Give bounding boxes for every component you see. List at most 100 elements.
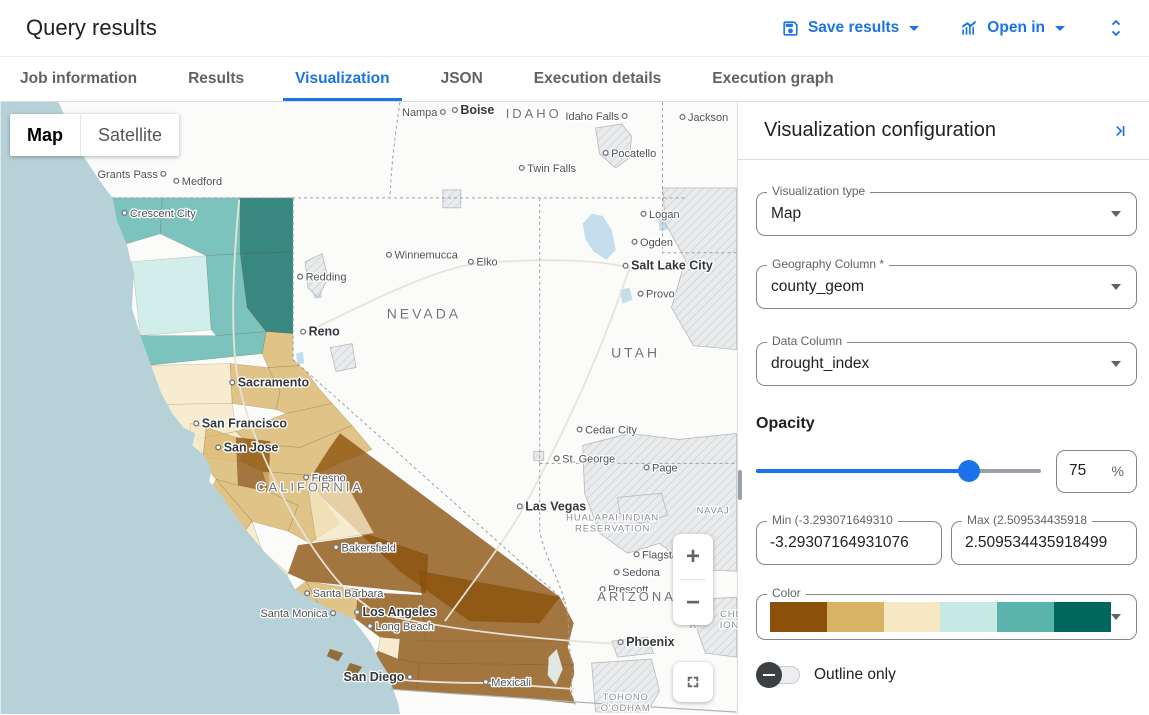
results-header: Query results Save results Open in xyxy=(0,0,1149,57)
visualization-type-select[interactable]: Visualization type Map xyxy=(756,184,1137,236)
map-city-label: Las Vegas xyxy=(525,499,586,513)
dropdown-arrow-icon xyxy=(1111,211,1121,217)
city-dot xyxy=(643,464,650,471)
map-city-label: Twin Falls xyxy=(527,163,576,175)
visualization-config-panel: Visualization configuration Visualizatio… xyxy=(737,102,1149,714)
map-type-map-button[interactable]: Map xyxy=(10,114,80,156)
map-zoom-control: + − xyxy=(673,534,713,625)
map-canvas[interactable]: Nampa Boise Idaho Falls Jackson Pocatello Twi… xyxy=(0,102,737,714)
opacity-section-title: Opacity xyxy=(756,415,815,432)
city-dot xyxy=(297,273,304,280)
map-city-label: Medford xyxy=(182,176,222,188)
map-area-label: HUALAPAI INDIAN xyxy=(566,512,659,523)
city-dot xyxy=(621,112,628,120)
zoom-out-button[interactable]: − xyxy=(673,580,713,625)
tab-json[interactable]: JSON xyxy=(440,70,483,87)
city-dot xyxy=(679,113,686,121)
color-swatch xyxy=(826,602,884,632)
panel-collapse-icon[interactable] xyxy=(1109,121,1129,141)
map-city-label: Bakersfield xyxy=(342,542,396,554)
open-in-button[interactable]: Open in xyxy=(959,18,1065,38)
map-city-label: Reno xyxy=(309,325,341,339)
city-dot xyxy=(633,551,640,558)
reservation-areas xyxy=(304,123,737,713)
fullscreen-icon xyxy=(687,676,699,688)
save-results-button[interactable]: Save results xyxy=(781,19,920,38)
results-tabbar: Job information Results Visualization JS… xyxy=(0,57,1149,102)
county-polygon xyxy=(305,475,375,542)
divider xyxy=(680,579,706,580)
min-input[interactable] xyxy=(757,534,941,552)
max-input[interactable] xyxy=(952,534,1136,552)
map-city-label: San Jose xyxy=(224,440,279,454)
geography-column-select[interactable]: Geography Column * county_geom xyxy=(756,257,1137,309)
city-dot xyxy=(366,623,374,630)
map-area-label: ION xyxy=(720,620,737,631)
map-city-label: Prescott xyxy=(608,584,648,596)
city-dot xyxy=(467,258,474,265)
color-gradient-swatches xyxy=(770,602,1111,632)
map-area-label: NAVAJ xyxy=(696,505,729,516)
opacity-input[interactable] xyxy=(1069,462,1099,480)
min-field: Min (-3.293071649310 xyxy=(756,513,942,565)
tab-visualization[interactable]: Visualization xyxy=(283,57,402,101)
outline-only-label: Outline only xyxy=(814,666,896,683)
city-dot xyxy=(330,610,337,617)
data-column-select[interactable]: Data Column drought_index xyxy=(756,334,1137,386)
max-field: Max (2.509534435918 xyxy=(951,513,1137,565)
map-city-label: Redding xyxy=(306,272,347,284)
caret-down-icon xyxy=(1055,25,1065,31)
city-dot xyxy=(303,474,310,481)
city-dot xyxy=(622,262,629,269)
city-dot xyxy=(121,209,128,216)
pacific-ocean xyxy=(0,102,400,714)
city-dot xyxy=(602,149,609,156)
map-city-label: Salt Lake City xyxy=(631,259,713,273)
toggle-thumb-minus-icon xyxy=(756,662,782,688)
tab-results[interactable]: Results xyxy=(188,70,245,87)
dropdown-arrow-icon xyxy=(1111,361,1121,367)
city-dot xyxy=(599,586,606,593)
city-dot xyxy=(613,569,620,576)
tab-execution-graph[interactable]: Execution graph xyxy=(712,70,834,87)
color-select[interactable]: Color xyxy=(756,586,1137,640)
city-dot xyxy=(553,455,560,462)
tab-execution-details[interactable]: Execution details xyxy=(533,70,662,87)
color-swatch xyxy=(770,602,827,632)
fullscreen-button[interactable] xyxy=(673,662,713,702)
map-area-label: R xyxy=(690,620,698,631)
county-polygon xyxy=(131,255,212,336)
mexico-border xyxy=(389,688,737,713)
city-dot xyxy=(160,170,167,177)
color-swatch xyxy=(997,602,1055,632)
map-area-label: CHI xyxy=(720,609,737,620)
panel-title: Visualization configuration xyxy=(764,119,997,141)
map-city-label: Ogden xyxy=(640,237,673,249)
map-type-satellite-button[interactable]: Satellite xyxy=(80,114,179,156)
dropdown-arrow-icon xyxy=(1111,284,1121,290)
county-polygon xyxy=(397,638,574,666)
map-city-label: Grants Pass xyxy=(97,169,158,181)
city-dot xyxy=(385,251,393,258)
map-city-label: Pocatello xyxy=(611,148,656,160)
color-swatch xyxy=(883,602,941,632)
city-dot xyxy=(193,420,200,427)
map-city-label: Crescent City xyxy=(130,208,196,220)
expand-collapse-icon[interactable] xyxy=(1105,17,1127,39)
map-state-label: UTAH xyxy=(611,345,660,361)
tab-job-information[interactable]: Job information xyxy=(20,70,138,87)
zoom-in-button[interactable]: + xyxy=(673,534,713,579)
outline-only-toggle[interactable] xyxy=(756,662,802,688)
panel-scrollbar-thumb[interactable] xyxy=(738,470,742,500)
city-dot xyxy=(451,106,458,114)
city-dot xyxy=(617,639,624,646)
save-icon xyxy=(781,19,800,38)
opacity-slider[interactable] xyxy=(756,449,1041,493)
map-state-label: IDAHO xyxy=(506,106,562,121)
opacity-slider-thumb[interactable] xyxy=(957,460,980,482)
city-dot xyxy=(304,590,311,597)
roads xyxy=(232,199,631,690)
city-dot xyxy=(482,679,489,686)
map-city-label: Provo xyxy=(646,289,675,301)
color-swatch xyxy=(940,602,998,632)
